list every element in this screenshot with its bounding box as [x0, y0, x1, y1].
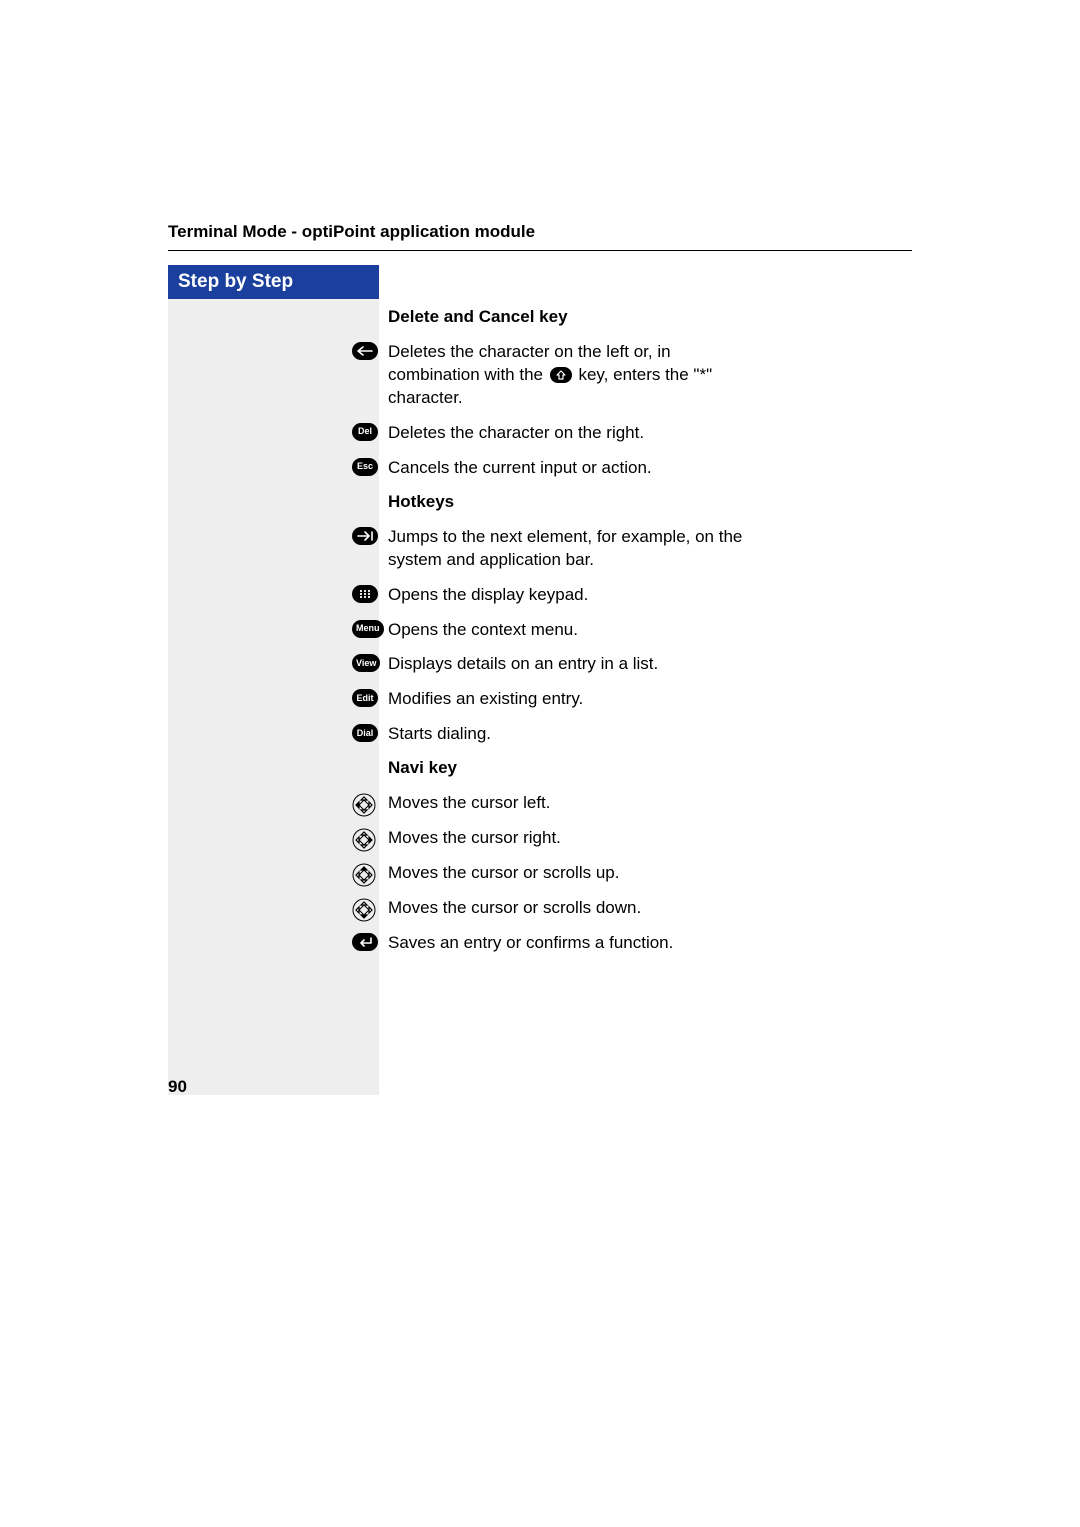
- navi-down-desc: Moves the cursor or scrolls down.: [388, 897, 641, 920]
- navi-left-icon: [352, 792, 388, 817]
- page-header-title: Terminal Mode - optiPoint application mo…: [168, 222, 912, 242]
- menu-key-icon: Menu: [352, 619, 388, 638]
- columns: Step by Step Delete and Cancel key Delet…: [168, 265, 912, 1095]
- esc-desc: Cancels the current input or action.: [388, 457, 652, 480]
- row-tab: Jumps to the next element, for example, …: [388, 526, 912, 572]
- dial-key-icon: Dial: [352, 723, 388, 742]
- edit-key-icon: Edit: [352, 688, 388, 707]
- navi-right-icon: [352, 827, 388, 852]
- view-key-icon: View: [352, 653, 388, 672]
- heading-delete-cancel: Delete and Cancel key: [388, 307, 912, 327]
- tab-key-icon: [352, 526, 388, 545]
- esc-key-icon: Esc: [352, 457, 388, 476]
- row-edit: Edit Modifies an existing entry.: [388, 688, 912, 711]
- row-backspace: Deletes the character on the left or, in…: [388, 341, 912, 410]
- navi-up-icon: [352, 862, 388, 887]
- page-number: 90: [168, 1077, 187, 1097]
- heading-navi: Navi key: [388, 758, 912, 778]
- backspace-text-b: the: [519, 365, 543, 384]
- sidebar: Step by Step: [168, 265, 379, 1095]
- del-desc: Deletes the character on the right.: [388, 422, 644, 445]
- navi-down-icon: [352, 897, 388, 922]
- row-dial: Dial Starts dialing.: [388, 723, 912, 746]
- backspace-desc: Deletes the character on the left or, in…: [388, 341, 758, 410]
- edit-desc: Modifies an existing entry.: [388, 688, 583, 711]
- del-key-icon: Del: [352, 422, 388, 441]
- keypad-key-icon: [352, 584, 388, 603]
- backspace-key-icon: [352, 341, 388, 360]
- sidebar-body: [168, 299, 379, 1095]
- menu-desc: Opens the context menu.: [388, 619, 578, 642]
- navi-left-desc: Moves the cursor left.: [388, 792, 551, 815]
- row-esc: Esc Cancels the current input or action.: [388, 457, 912, 480]
- dial-desc: Starts dialing.: [388, 723, 491, 746]
- enter-key-icon: [352, 932, 388, 951]
- row-view: View Displays details on an entry in a l…: [388, 653, 912, 676]
- row-del: Del Deletes the character on the right.: [388, 422, 912, 445]
- tab-desc: Jumps to the next element, for example, …: [388, 526, 758, 572]
- navi-right-desc: Moves the cursor right.: [388, 827, 561, 850]
- navi-up-desc: Moves the cursor or scrolls up.: [388, 862, 619, 885]
- view-desc: Displays details on an entry in a list.: [388, 653, 658, 676]
- row-navi-up: Moves the cursor or scrolls up.: [388, 862, 912, 887]
- heading-hotkeys: Hotkeys: [388, 492, 912, 512]
- row-keypad: Opens the display keypad.: [388, 584, 912, 607]
- row-navi-enter: Saves an entry or confirms a function.: [388, 932, 912, 955]
- page: Terminal Mode - optiPoint application mo…: [0, 0, 1080, 1527]
- navi-enter-desc: Saves an entry or confirms a function.: [388, 932, 673, 955]
- content: Delete and Cancel key Deletes the charac…: [379, 265, 912, 965]
- row-menu: Menu Opens the context menu.: [388, 619, 912, 642]
- sidebar-banner: Step by Step: [168, 265, 379, 299]
- row-navi-down: Moves the cursor or scrolls down.: [388, 897, 912, 922]
- header-rule: [168, 250, 912, 251]
- row-navi-left: Moves the cursor left.: [388, 792, 912, 817]
- shift-key-icon: [550, 367, 572, 383]
- row-navi-right: Moves the cursor right.: [388, 827, 912, 852]
- keypad-desc: Opens the display keypad.: [388, 584, 588, 607]
